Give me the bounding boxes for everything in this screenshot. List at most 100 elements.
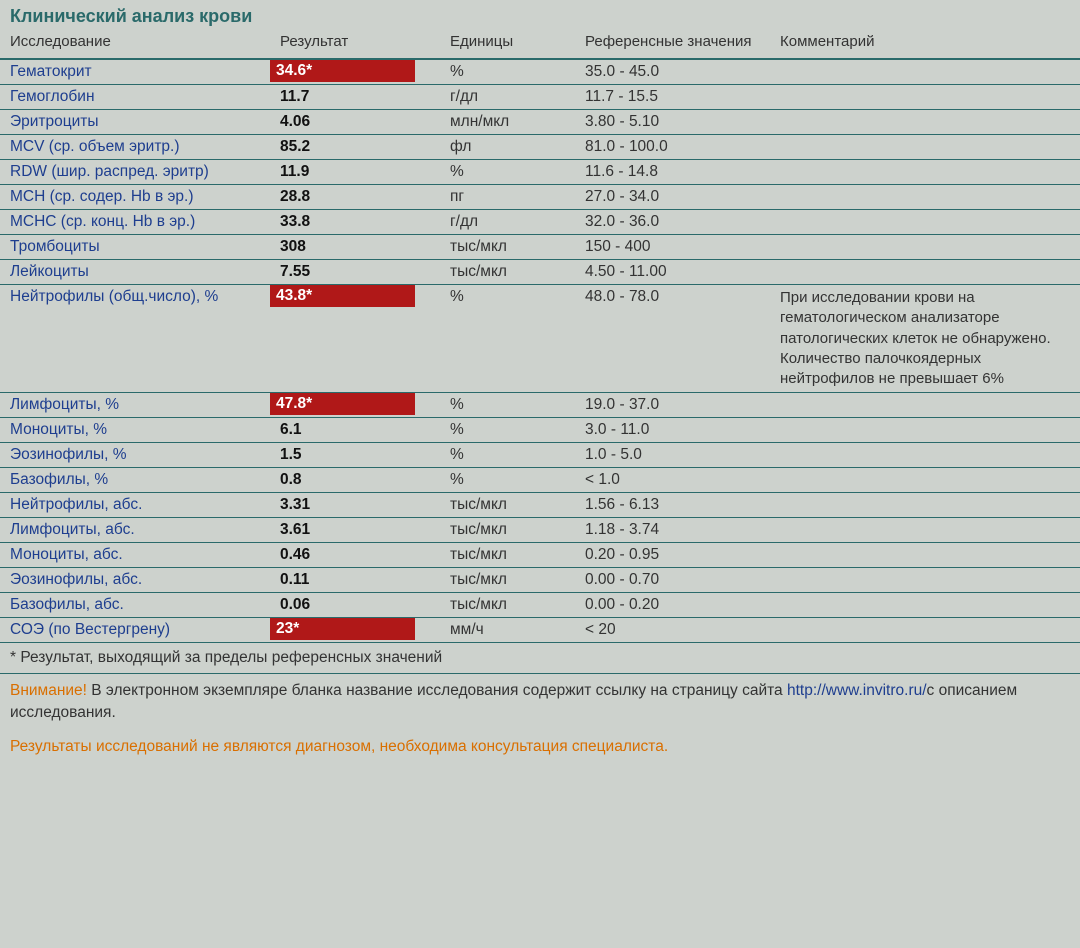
result-value: 0.11 [270,568,440,593]
reference-range: 19.0 - 37.0 [575,393,770,418]
test-name[interactable]: MCV (ср. объем эритр.) [0,135,270,160]
comment [770,235,1080,260]
attention-link[interactable]: http://www.invitro.ru/ [787,682,927,699]
attention-label: Внимание! [10,682,87,699]
test-name[interactable]: Базофилы, % [0,468,270,493]
units: тыс/мкл [440,260,575,285]
test-name[interactable]: Тромбоциты [0,235,270,260]
table-row: Эозинофилы, абс.0.11тыс/мкл0.00 - 0.70 [0,568,1080,593]
report-title: Клинический анализ крови [0,0,1080,29]
reference-range: 81.0 - 100.0 [575,135,770,160]
reference-range: 0.20 - 0.95 [575,543,770,568]
units: мм/ч [440,618,575,643]
result-value: 47.8* [270,393,440,418]
result-value: 7.55 [270,260,440,285]
result-value: 4.06 [270,110,440,135]
result-value: 0.8 [270,468,440,493]
comment [770,260,1080,285]
result-value: 6.1 [270,418,440,443]
test-name[interactable]: СОЭ (по Вестергрену) [0,618,270,643]
result-value: 11.7 [270,85,440,110]
units: млн/мкл [440,110,575,135]
table-row: Базофилы, %0.8%< 1.0 [0,468,1080,493]
table-row: MCV (ср. объем эритр.)85.2фл81.0 - 100.0 [0,135,1080,160]
units: тыс/мкл [440,543,575,568]
header-name: Исследование [0,29,270,59]
units: % [440,443,575,468]
result-value: 0.46 [270,543,440,568]
table-row: Тромбоциты308тыс/мкл150 - 400 [0,235,1080,260]
table-row: СОЭ (по Вестергрену)23*мм/ч< 20 [0,618,1080,643]
footnote: * Результат, выходящий за пределы рефере… [0,643,1080,674]
reference-range: 35.0 - 45.0 [575,59,770,85]
reference-range: 27.0 - 34.0 [575,185,770,210]
test-name[interactable]: Нейтрофилы (общ.число), % [0,285,270,393]
comment [770,85,1080,110]
result-value: 23* [270,618,440,643]
comment [770,618,1080,643]
table-row: Лимфоциты, %47.8*%19.0 - 37.0 [0,393,1080,418]
units: тыс/мкл [440,518,575,543]
test-name[interactable]: Нейтрофилы, абс. [0,493,270,518]
reference-range: 32.0 - 36.0 [575,210,770,235]
test-name[interactable]: Гемоглобин [0,85,270,110]
table-row: Гематокрит34.6*%35.0 - 45.0 [0,59,1080,85]
table-row: MCHC (ср. конц. Hb в эр.)33.8г/дл32.0 - … [0,210,1080,235]
header-result: Результат [270,29,440,59]
test-name[interactable]: Моноциты, абс. [0,543,270,568]
table-row: Нейтрофилы, абс.3.31тыс/мкл1.56 - 6.13 [0,493,1080,518]
reference-range: 4.50 - 11.00 [575,260,770,285]
test-name[interactable]: Эозинофилы, абс. [0,568,270,593]
test-name[interactable]: Базофилы, абс. [0,593,270,618]
comment [770,543,1080,568]
table-row: Моноциты, абс.0.46тыс/мкл0.20 - 0.95 [0,543,1080,568]
reference-range: < 20 [575,618,770,643]
test-name[interactable]: Лимфоциты, % [0,393,270,418]
comment: При исследовании крови на гематологическ… [770,285,1080,393]
result-value: 33.8 [270,210,440,235]
table-row: Лейкоциты7.55тыс/мкл4.50 - 11.00 [0,260,1080,285]
table-row: Эритроциты4.06млн/мкл3.80 - 5.10 [0,110,1080,135]
comment [770,185,1080,210]
test-name[interactable]: Лимфоциты, абс. [0,518,270,543]
table-row: Эозинофилы, %1.5%1.0 - 5.0 [0,443,1080,468]
units: тыс/мкл [440,493,575,518]
header-ref: Референсные значения [575,29,770,59]
result-value: 308 [270,235,440,260]
comment [770,468,1080,493]
comment [770,110,1080,135]
attention-note: Внимание! В электронном экземпляре бланк… [0,674,1080,729]
units: фл [440,135,575,160]
test-name[interactable]: Эозинофилы, % [0,443,270,468]
test-name[interactable]: Эритроциты [0,110,270,135]
comment [770,393,1080,418]
reference-range: < 1.0 [575,468,770,493]
test-name[interactable]: Моноциты, % [0,418,270,443]
comment [770,443,1080,468]
result-value: 28.8 [270,185,440,210]
units: % [440,160,575,185]
units: пг [440,185,575,210]
units: г/дл [440,85,575,110]
reference-range: 3.0 - 11.0 [575,418,770,443]
units: тыс/мкл [440,568,575,593]
table-row: RDW (шир. распред. эритр)11.9%11.6 - 14.… [0,160,1080,185]
units: г/дл [440,210,575,235]
comment [770,210,1080,235]
result-value: 3.31 [270,493,440,518]
units: % [440,393,575,418]
result-value: 34.6* [270,59,440,85]
test-name[interactable]: Лейкоциты [0,260,270,285]
units: тыс/мкл [440,235,575,260]
test-name[interactable]: RDW (шир. распред. эритр) [0,160,270,185]
test-name[interactable]: MCH (ср. содер. Hb в эр.) [0,185,270,210]
units: % [440,59,575,85]
comment [770,59,1080,85]
test-name[interactable]: Гематокрит [0,59,270,85]
comment [770,593,1080,618]
header-row: Исследование Результат Единицы Референсн… [0,29,1080,59]
units: % [440,285,575,393]
result-value: 43.8* [270,285,440,393]
test-name[interactable]: MCHC (ср. конц. Hb в эр.) [0,210,270,235]
comment [770,518,1080,543]
